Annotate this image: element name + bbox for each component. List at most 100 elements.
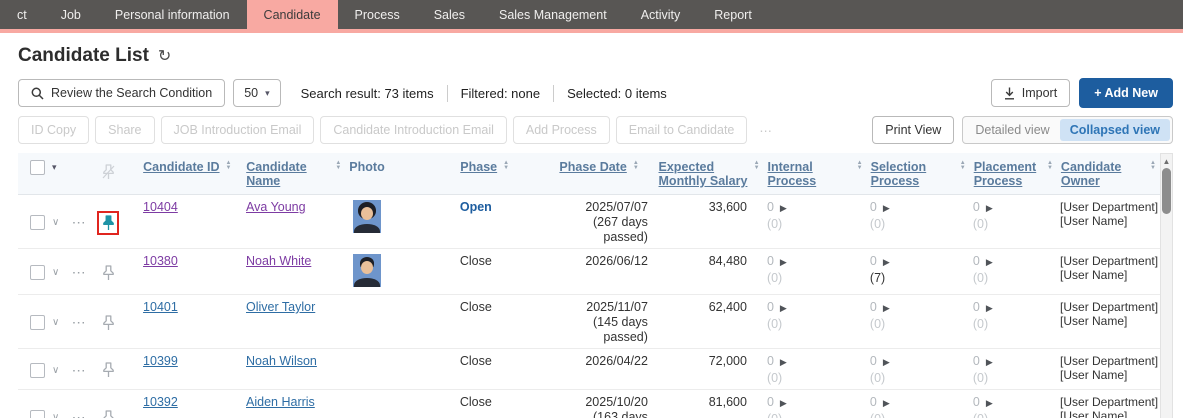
candidate-id-link[interactable]: 10380 (143, 254, 178, 268)
expand-process-arrow-icon[interactable]: ▶ (882, 357, 890, 367)
nav-tab-process[interactable]: Process (354, 7, 400, 22)
candidate-name-link[interactable]: Oliver Taylor (246, 300, 316, 314)
row-more-icon[interactable]: ⋯ (71, 361, 87, 378)
review-search-condition-button[interactable]: Review the Search Condition (18, 79, 226, 107)
scroll-up-arrow-icon[interactable]: ▲ (1162, 157, 1171, 166)
expand-process-arrow-icon[interactable]: ▶ (779, 203, 787, 213)
nav-tab-activity[interactable]: Activity (640, 7, 681, 22)
sort-icon[interactable]: ▲ ▼ (225, 160, 232, 171)
column-header-name[interactable]: Candidate Name ▲ ▼ (242, 158, 345, 190)
bulk-action-email-to-candidate[interactable]: Email to Candidate (615, 116, 748, 144)
expand-process-arrow-icon[interactable]: ▶ (985, 303, 993, 313)
candidate-id-link[interactable]: 10392 (143, 395, 178, 409)
row-more-icon[interactable]: ⋯ (71, 264, 87, 280)
unpin-all-icon[interactable] (98, 160, 120, 184)
row-more-icon[interactable]: ⋯ (71, 314, 87, 330)
nav-tab-ct[interactable]: ct (17, 7, 27, 22)
row-checkbox[interactable] (30, 362, 45, 378)
phase-date-value: 2025/07/07 (267 days passed) (585, 200, 648, 244)
pin-icon[interactable] (97, 311, 119, 335)
expand-process-arrow-icon[interactable]: ▶ (779, 303, 787, 313)
detailed-view-toggle[interactable]: Detailed view (975, 123, 1050, 137)
refresh-icon[interactable]: ↻ (157, 48, 172, 65)
sort-icon[interactable]: ▲ ▼ (1046, 160, 1053, 171)
nav-tab-candidate[interactable]: Candidate (246, 0, 338, 29)
candidate-id-link[interactable]: 10399 (143, 354, 178, 368)
column-header-internal[interactable]: Internal Process ▲ ▼ (764, 158, 867, 190)
expand-chevron-icon[interactable]: ∨ (52, 364, 60, 376)
expand-process-arrow-icon[interactable]: ▶ (985, 398, 993, 408)
nav-tab-personal-information[interactable]: Personal information (114, 7, 230, 22)
column-header-selection[interactable]: Selection Process ▲ ▼ (867, 158, 970, 190)
candidate-name-link[interactable]: Aiden Harris (246, 395, 315, 409)
candidate-id-link[interactable]: 10401 (143, 300, 178, 314)
select-menu-caret-icon[interactable]: ▾ (52, 162, 57, 172)
expand-chevron-icon[interactable]: ∨ (52, 217, 60, 228)
owner-department: [User Department] (1060, 200, 1159, 214)
nav-tab-job[interactable]: Job (60, 7, 81, 22)
bulk-action-job-introduction-email[interactable]: JOB Introduction Email (160, 116, 315, 144)
sort-icon[interactable]: ▲ ▼ (632, 160, 639, 171)
candidate-photo (352, 200, 381, 233)
nav-tab-report[interactable]: Report (714, 7, 752, 22)
candidate-id-link[interactable]: 10404 (143, 200, 178, 214)
expand-process-arrow-icon[interactable]: ▶ (985, 257, 993, 267)
bulk-action-more[interactable]: ⋯ (753, 116, 780, 144)
pin-icon[interactable] (97, 210, 120, 235)
collapsed-view-toggle[interactable]: Collapsed view (1059, 119, 1170, 141)
sort-icon[interactable]: ▲ ▼ (335, 160, 342, 171)
expand-chevron-icon[interactable]: ∨ (52, 317, 60, 328)
column-header-phase_date[interactable]: Phase Date ▲ ▼ (555, 158, 654, 176)
expand-process-arrow-icon[interactable]: ▶ (985, 203, 993, 213)
column-header-phase[interactable]: Phase ▲ ▼ (456, 158, 555, 176)
expand-process-arrow-icon[interactable]: ▶ (779, 398, 787, 408)
phase-date-value: 2025/10/20 (163 days passed) (585, 395, 648, 418)
sort-icon[interactable]: ▲ ▼ (856, 160, 863, 171)
bulk-action-candidate-introduction-email[interactable]: Candidate Introduction Email (320, 116, 507, 144)
sort-icon[interactable]: ▲ ▼ (503, 160, 510, 171)
expand-process-arrow-icon[interactable]: ▶ (985, 357, 993, 367)
expand-chevron-icon[interactable]: ∨ (52, 412, 60, 418)
row-more-icon[interactable]: ⋯ (71, 409, 87, 418)
sort-icon[interactable]: ▲ ▼ (1150, 160, 1156, 171)
expand-process-arrow-icon[interactable]: ▶ (882, 203, 890, 213)
row-checkbox[interactable] (30, 265, 45, 280)
row-more-icon[interactable]: ⋯ (71, 214, 87, 230)
import-button[interactable]: Import (990, 79, 1071, 107)
scrollbar-thumb[interactable] (1162, 168, 1171, 214)
select-all-checkbox[interactable] (30, 160, 45, 175)
expand-process-arrow-icon[interactable]: ▶ (882, 257, 890, 267)
print-view-button[interactable]: Print View (872, 116, 955, 144)
candidate-name-link[interactable]: Noah White (246, 254, 312, 268)
column-header-placement[interactable]: Placement Process ▲ ▼ (970, 158, 1057, 190)
candidate-name-link[interactable]: Noah Wilson (246, 354, 317, 368)
row-checkbox[interactable] (30, 315, 45, 330)
column-header-id[interactable]: Candidate ID ▲ ▼ (139, 158, 242, 176)
pin-icon[interactable] (97, 358, 119, 382)
expand-process-arrow-icon[interactable]: ▶ (882, 398, 890, 408)
expand-process-arrow-icon[interactable]: ▶ (779, 357, 787, 367)
add-new-button[interactable]: + Add New (1079, 78, 1173, 108)
expand-chevron-icon[interactable]: ∨ (52, 267, 60, 278)
column-header-owner[interactable]: Candidate Owner ▲ ▼ (1057, 158, 1160, 190)
pin-icon[interactable] (97, 406, 119, 418)
page-size-dropdown[interactable]: 50 ▾ (233, 79, 281, 107)
bulk-action-share[interactable]: Share (95, 116, 155, 144)
bulk-action-add-process[interactable]: Add Process (512, 116, 610, 144)
row-checkbox[interactable] (30, 215, 45, 230)
row-checkbox[interactable] (30, 410, 45, 418)
bulk-action-id-copy[interactable]: ID Copy (18, 116, 90, 144)
expand-process-arrow-icon[interactable]: ▶ (882, 303, 890, 313)
nav-tab-sales[interactable]: Sales (433, 7, 465, 22)
sort-icon[interactable]: ▲ ▼ (959, 160, 966, 171)
owner-name: [User Name] (1060, 409, 1128, 418)
nav-accent-strip (0, 29, 1183, 33)
nav-tab-sales-management[interactable]: Sales Management (498, 7, 607, 22)
pin-icon[interactable] (97, 261, 119, 285)
table-scrollbar[interactable]: ▲ (1160, 153, 1173, 418)
expand-process-arrow-icon[interactable]: ▶ (779, 257, 787, 267)
candidate-name-link[interactable]: Ava Young (246, 200, 306, 214)
page-size-value: 50 (244, 86, 259, 100)
column-header-salary[interactable]: Expected Monthly Salary ▲ ▼ (655, 158, 764, 190)
sort-icon[interactable]: ▲ ▼ (753, 160, 760, 171)
